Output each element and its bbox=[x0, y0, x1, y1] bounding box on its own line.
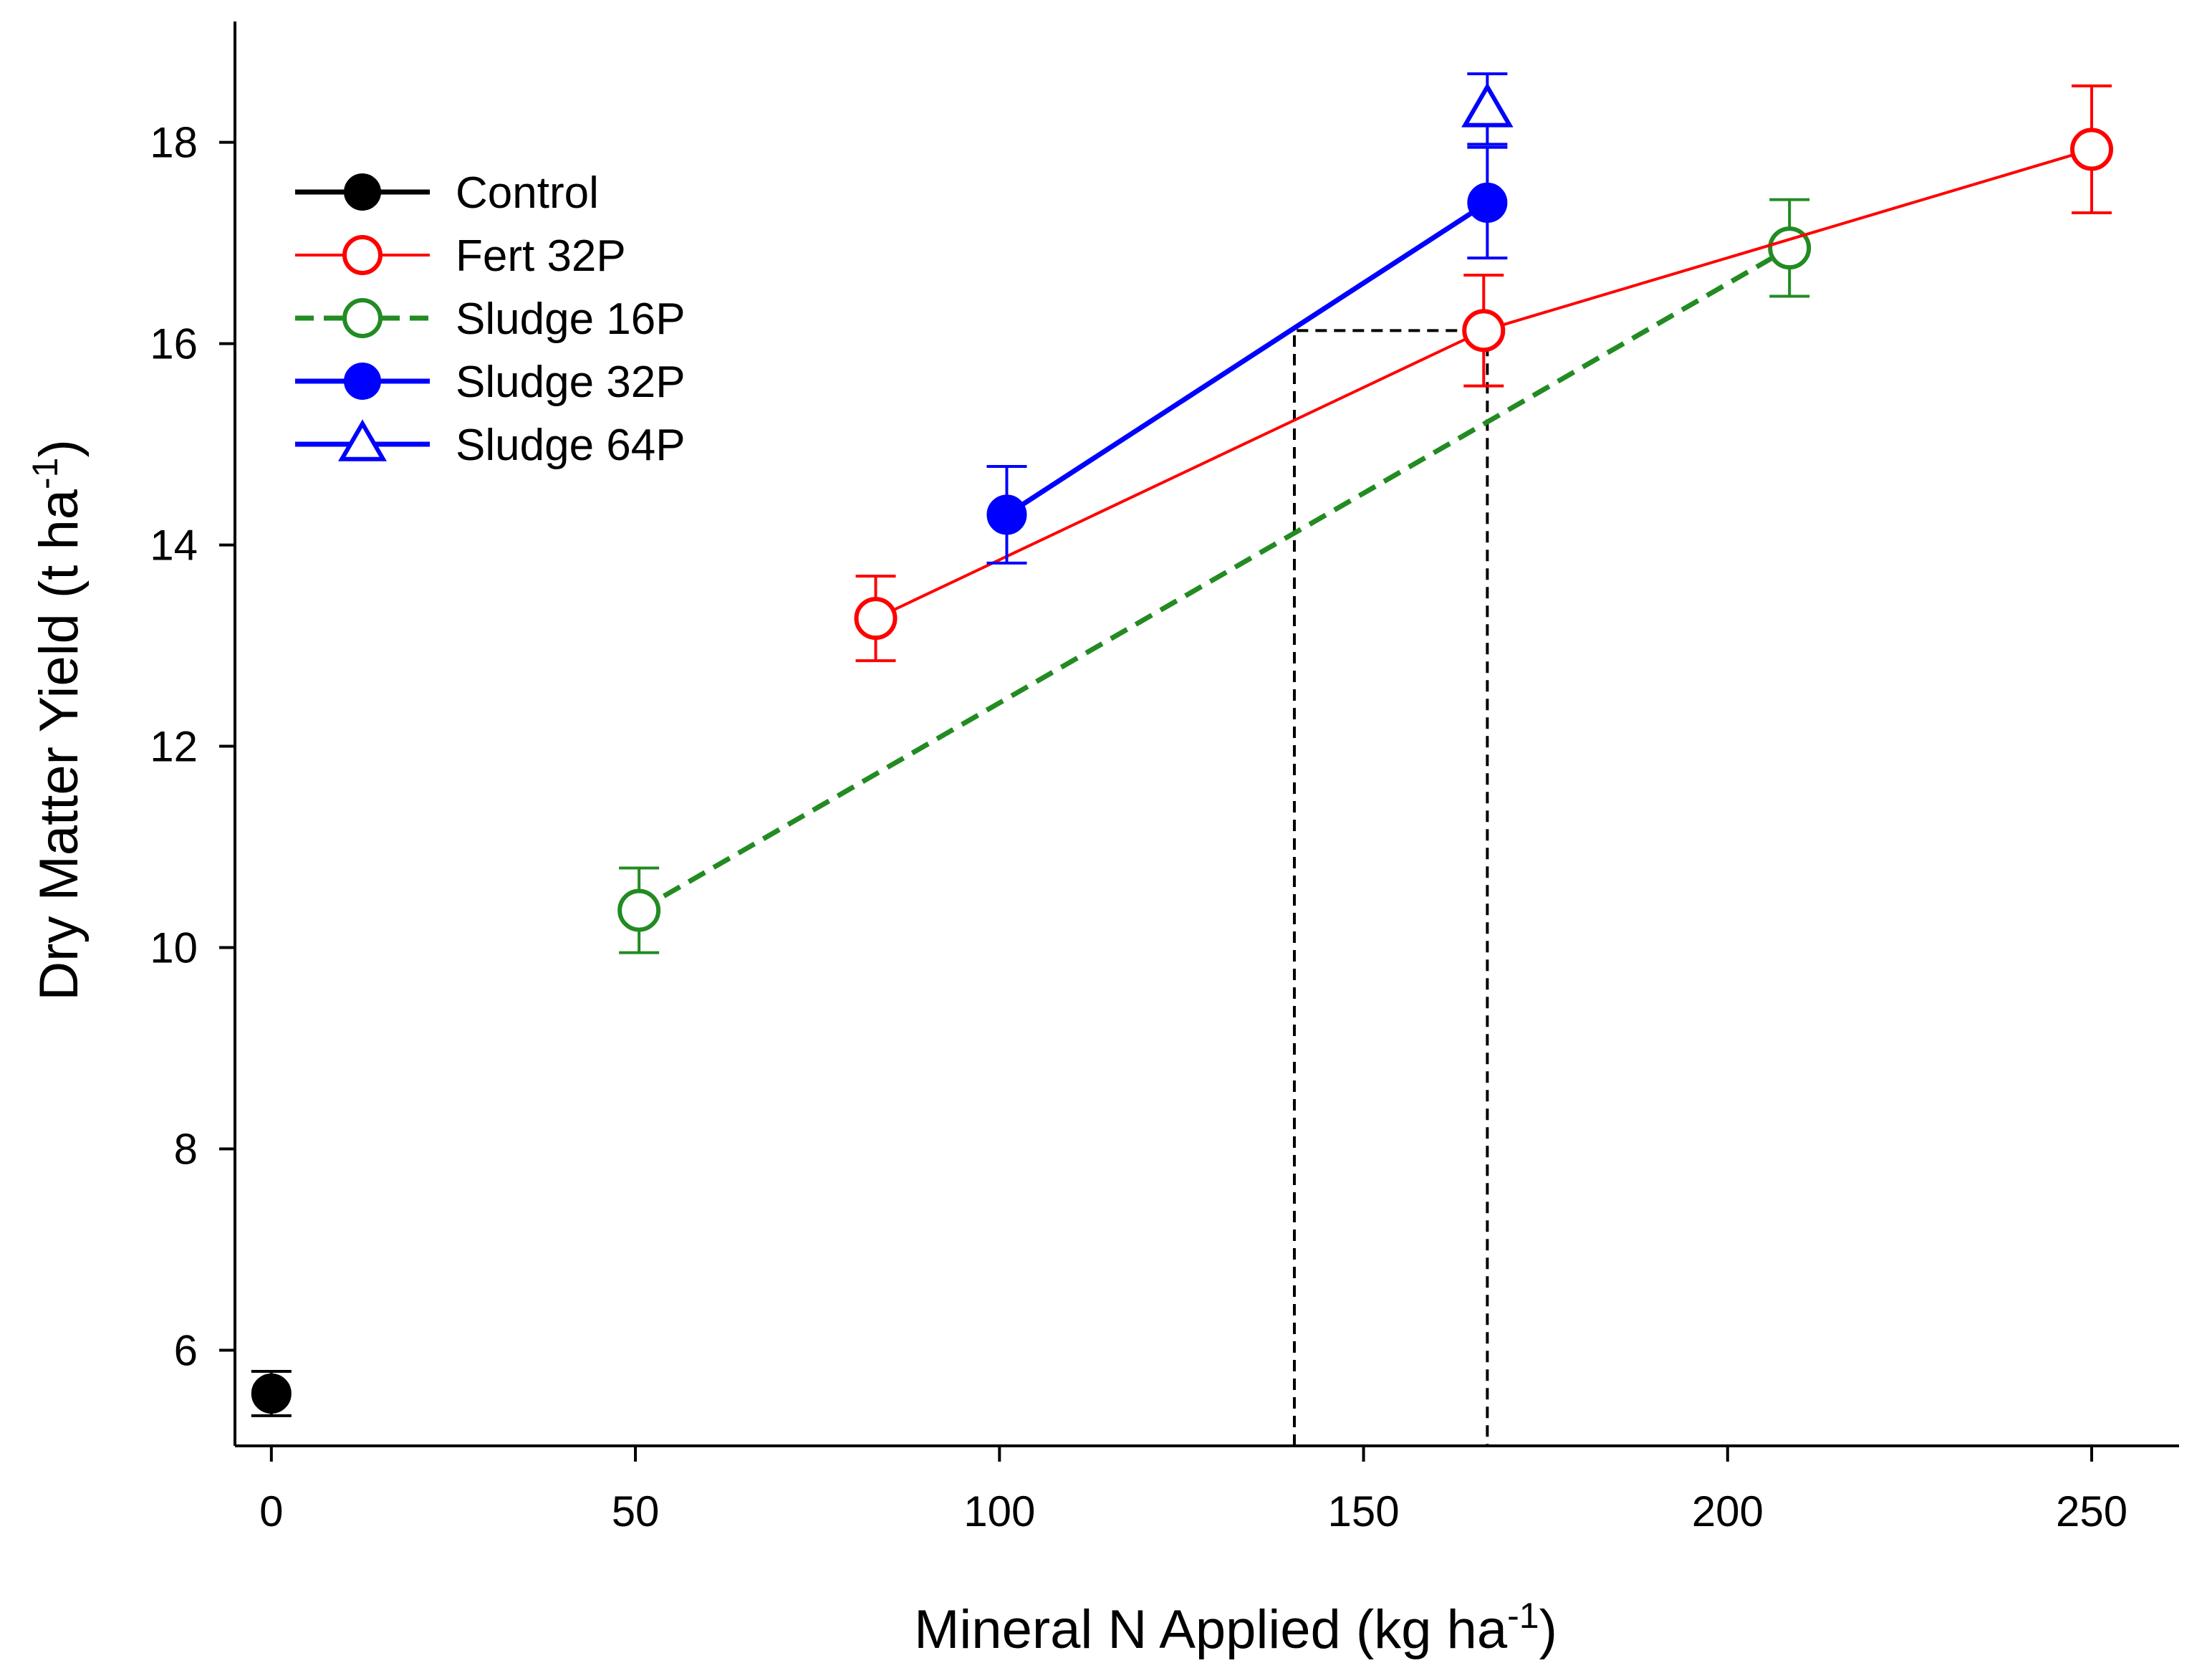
x-axis-title-sup: -1 bbox=[1507, 1596, 1539, 1636]
legend-marker-fert-32p bbox=[342, 235, 383, 275]
legend-label-sludge-32p: Sludge 32P bbox=[456, 358, 686, 407]
y-tick-label-12: 12 bbox=[150, 723, 198, 771]
sludge-16p-line bbox=[638, 246, 1791, 913]
fert-32p-point-2 bbox=[2070, 128, 2114, 171]
fert-32p-point-0 bbox=[854, 597, 898, 641]
annotations bbox=[1292, 329, 1489, 1446]
x-tick-label-250: 250 bbox=[2056, 1487, 2127, 1535]
legend-item-sludge-64p: Sludge 64P bbox=[295, 419, 686, 470]
series-sludge-64p bbox=[1461, 72, 1514, 146]
fert-32p-point-1 bbox=[1462, 309, 1506, 353]
x-axis-title: Mineral N Applied (kg ha-1) bbox=[914, 1596, 1557, 1660]
series-sludge-16p bbox=[617, 198, 1812, 954]
legend-label-sludge-16p: Sludge 16P bbox=[456, 294, 686, 344]
x-tick-label-150: 150 bbox=[1327, 1487, 1399, 1535]
y-tick-label-18: 18 bbox=[150, 119, 198, 167]
legend-label-sludge-64p: Sludge 64P bbox=[456, 421, 686, 470]
legend-marker-control bbox=[344, 173, 381, 211]
x-tick-label-0: 0 bbox=[259, 1487, 283, 1535]
sludge-16p-point-0 bbox=[617, 888, 661, 932]
x-tick-label-50: 50 bbox=[612, 1487, 660, 1535]
sludge-32p-point-0 bbox=[986, 494, 1027, 535]
legend-item-sludge-16p: Sludge 16P bbox=[295, 294, 686, 344]
series-sludge-32p bbox=[986, 145, 1508, 565]
x-tick-label-100: 100 bbox=[963, 1487, 1035, 1535]
y-tick-label-8: 8 bbox=[174, 1126, 198, 1174]
legend-item-sludge-32p: Sludge 32P bbox=[295, 358, 686, 407]
control-point-0 bbox=[251, 1373, 292, 1414]
legend-label-fert-32p: Fert 32P bbox=[456, 231, 626, 281]
legend-item-control: Control bbox=[295, 168, 599, 218]
x-axis-title-main: Mineral N Applied (kg ha bbox=[914, 1599, 1508, 1660]
sludge-32p-line bbox=[1005, 200, 1489, 517]
reference-dashed-box-0 bbox=[1292, 329, 1489, 1446]
y-tick-label-10: 10 bbox=[150, 924, 198, 972]
series-control bbox=[251, 1370, 292, 1417]
legend-label-control: Control bbox=[456, 168, 599, 218]
x-axis-title-close: ) bbox=[1539, 1599, 1557, 1660]
series bbox=[251, 72, 2114, 1417]
legend-marker-sludge-32p bbox=[344, 363, 381, 400]
y-axis-title: Dry Matter Yield (t ha-1) bbox=[25, 439, 90, 1001]
sludge-16p-point-1 bbox=[1768, 226, 1812, 270]
y-axis-title-sup: -1 bbox=[25, 458, 65, 489]
sludge-32p-point-1 bbox=[1467, 182, 1508, 223]
legend: Control Fert 32P Sludge 16P Sludge 32P Sludg… bbox=[295, 168, 686, 470]
y-tick-label-16: 16 bbox=[150, 320, 198, 368]
axes bbox=[234, 21, 2179, 1447]
legend-item-fert-32p: Fert 32P bbox=[295, 231, 626, 281]
series-fert-32p bbox=[854, 84, 2114, 663]
legend-marker-sludge-16p bbox=[342, 298, 383, 338]
y-axis-title-close: ) bbox=[29, 439, 90, 457]
y-tick-label-14: 14 bbox=[150, 522, 198, 570]
legend-marker-sludge-64p bbox=[338, 419, 387, 461]
x-tick-label-200: 200 bbox=[1692, 1487, 1764, 1535]
sludge-64p-point-0 bbox=[1461, 82, 1514, 128]
y-tick-label-6: 6 bbox=[174, 1327, 198, 1375]
ticks: 0 50 100 150 200 250 6 8 10 12 14 16 18 bbox=[150, 119, 2127, 1535]
y-axis-title-main: Dry Matter Yield (t ha bbox=[29, 489, 90, 1001]
